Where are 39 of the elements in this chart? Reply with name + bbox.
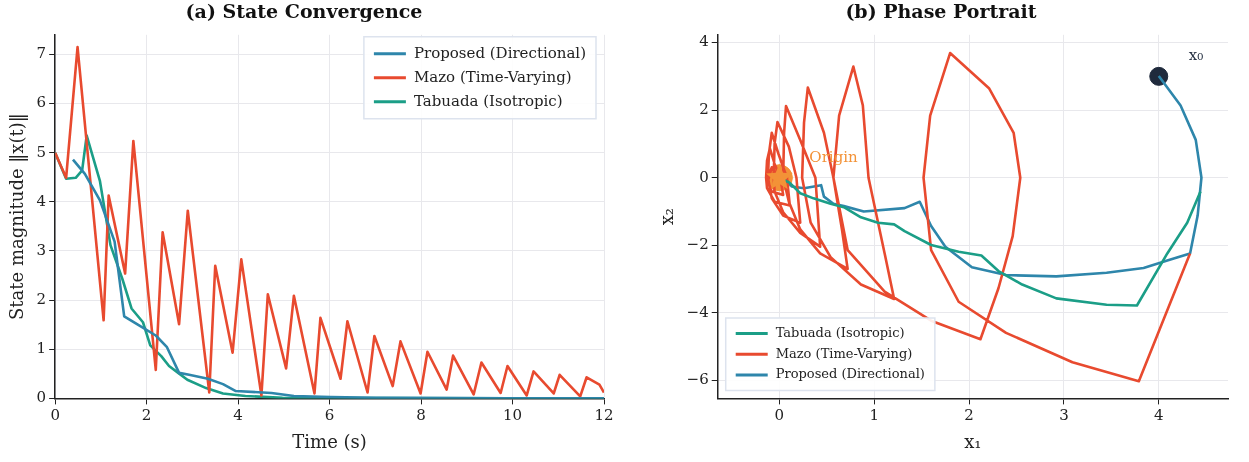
x-tick-label: 3 xyxy=(1059,406,1069,425)
y-axis-title: State magnitude ‖x(t)‖ xyxy=(6,113,29,320)
y-tick-label: 2 xyxy=(36,290,47,309)
legend-label: Tabuada (Isotropic) xyxy=(413,91,563,110)
y-tick-label: 6 xyxy=(36,93,47,112)
y-tick-label: 3 xyxy=(36,240,47,259)
x-tick-label: 6 xyxy=(324,406,335,425)
y-tick-label: 1 xyxy=(36,339,47,358)
y-tick-label: −2 xyxy=(686,235,709,254)
y-tick-label: 5 xyxy=(36,142,47,161)
x-tick-label: 4 xyxy=(1153,406,1164,425)
legend-label: Mazo (Time-Varying) xyxy=(775,345,913,361)
y-axis-title: x₂ xyxy=(656,207,678,226)
x-tick-label: 0 xyxy=(50,406,60,425)
y-tick-label: 7 xyxy=(36,44,47,63)
y-tick-label: 0 xyxy=(36,388,47,407)
y-tick-label: 2 xyxy=(699,100,709,119)
y-tick-label: 4 xyxy=(36,191,47,210)
x-tick-label: 0 xyxy=(774,406,785,425)
x-tick-label: 8 xyxy=(416,406,426,425)
x-axis-title: Time (s) xyxy=(292,430,367,452)
y-tick-label: −6 xyxy=(686,370,709,389)
legend-label: Proposed (Directional) xyxy=(775,366,925,382)
legend-label: Mazo (Time-Varying) xyxy=(413,67,572,86)
annotation: x₀ xyxy=(1188,46,1204,65)
y-tick-label: 4 xyxy=(699,32,709,51)
legend-label: Proposed (Directional) xyxy=(413,43,586,62)
x-tick-label: 10 xyxy=(502,406,523,425)
y-tick-label: 0 xyxy=(699,167,709,186)
chart-title: (b) Phase Portrait xyxy=(845,0,1037,23)
x-axis-title: x₁ xyxy=(964,430,982,452)
x-tick-label: 2 xyxy=(141,406,152,425)
y-tick-label: −4 xyxy=(686,302,709,321)
x-tick-label: 4 xyxy=(233,406,243,425)
x-tick-label: 12 xyxy=(594,406,614,425)
x-tick-label: 2 xyxy=(964,406,974,425)
x-tick-label: 1 xyxy=(869,406,879,425)
legend-label: Tabuada (Isotropic) xyxy=(775,324,905,340)
chart-title: (a) State Convergence xyxy=(185,0,423,23)
